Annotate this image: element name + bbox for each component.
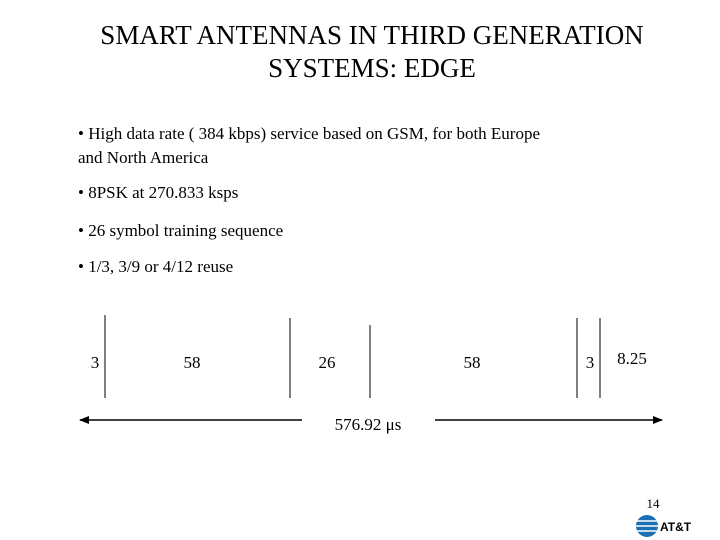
bullet-text: • High data rate ( 384 kbps) service bas… — [78, 124, 540, 143]
title-line: SYSTEMS: EDGE — [268, 53, 476, 83]
field-label: 3 — [586, 353, 595, 372]
bullet-text: and North America — [78, 148, 209, 167]
page-number: 14 — [647, 496, 661, 511]
burst-diagram: 3 58 26 58 3 8.25 576.92 μs — [79, 315, 663, 434]
duration-label: 576.92 μs — [335, 415, 402, 434]
field-label: 8.25 — [617, 349, 647, 368]
logo-text: AT&T — [660, 520, 692, 534]
bullet-text: • 1/3, 3/9 or 4/12 reuse — [78, 257, 233, 276]
bullet-text: • 26 symbol training sequence — [78, 221, 283, 240]
logo-stripes — [636, 520, 658, 532]
bullet-text: • 8PSK at 270.833 ksps — [78, 183, 238, 202]
field-label: 3 — [91, 353, 100, 372]
logo: AT&T — [636, 515, 692, 537]
field-label: 58 — [184, 353, 201, 372]
title-line: SMART ANTENNAS IN THIRD GENERATION — [100, 20, 643, 50]
field-label: 58 — [464, 353, 481, 372]
field-label: 26 — [319, 353, 336, 372]
